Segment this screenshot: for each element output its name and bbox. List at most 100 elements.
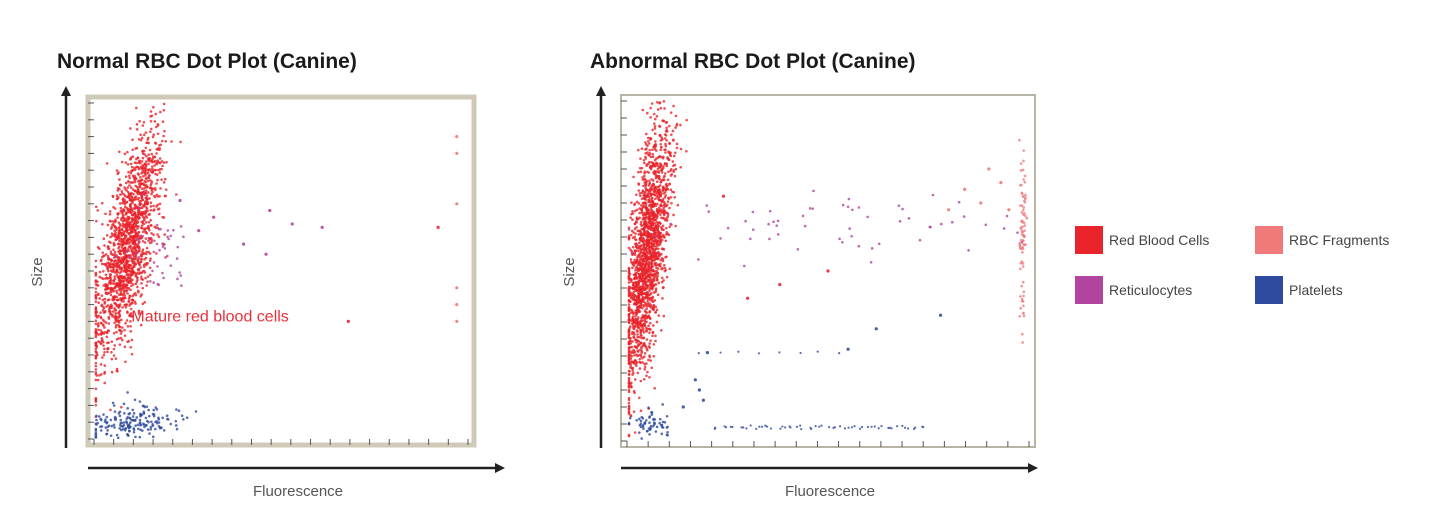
- data-point: [103, 300, 107, 304]
- data-point: [651, 334, 654, 338]
- data-point: [632, 322, 635, 325]
- data-point: [662, 188, 666, 191]
- data-point: [647, 345, 651, 348]
- data-point: [662, 119, 666, 123]
- data-point: [721, 194, 726, 198]
- data-point: [112, 354, 116, 357]
- data-point: [455, 135, 459, 139]
- data-point: [653, 158, 657, 162]
- data-point: [165, 414, 169, 418]
- data-point: [659, 180, 663, 184]
- data-point: [94, 403, 98, 407]
- data-point: [1022, 234, 1026, 237]
- data-point: [129, 417, 132, 420]
- data-point: [149, 224, 153, 227]
- data-point: [638, 259, 642, 263]
- data-point: [631, 283, 635, 287]
- data-point: [139, 133, 142, 137]
- data-point: [627, 276, 631, 280]
- data-point: [147, 153, 151, 156]
- data-point: [653, 283, 656, 287]
- data-point: [136, 172, 140, 175]
- data-point: [133, 242, 137, 246]
- data-point: [94, 322, 98, 326]
- data-point: [122, 269, 126, 273]
- data-point: [141, 192, 145, 196]
- data-point: [649, 254, 653, 258]
- data-point: [117, 337, 121, 340]
- data-point: [641, 241, 645, 244]
- data-point: [661, 224, 665, 228]
- data-point: [112, 263, 115, 267]
- data-point: [109, 273, 113, 277]
- data-point: [139, 260, 143, 264]
- data-point: [745, 427, 748, 430]
- data-point: [148, 212, 152, 216]
- data-point: [639, 204, 643, 207]
- y-axis-label: Size: [561, 257, 578, 286]
- data-point: [151, 412, 155, 416]
- data-point: [141, 152, 145, 155]
- data-point: [668, 142, 671, 145]
- data-point: [642, 271, 646, 275]
- data-point: [113, 282, 116, 286]
- data-point: [654, 430, 658, 433]
- data-point: [123, 152, 127, 156]
- data-point: [141, 215, 145, 219]
- data-point: [653, 127, 657, 130]
- data-point: [126, 292, 129, 295]
- data-point: [154, 172, 157, 176]
- data-point: [116, 236, 120, 240]
- annotation-label: Mature red blood cells: [131, 308, 288, 325]
- data-point: [640, 208, 644, 212]
- data-point: [167, 237, 171, 241]
- data-point: [668, 153, 672, 157]
- data-point: [129, 157, 132, 161]
- data-point: [99, 329, 102, 332]
- data-point: [146, 197, 149, 201]
- data-point: [134, 282, 138, 286]
- data-point: [102, 344, 105, 347]
- data-point: [109, 418, 113, 422]
- data-point: [130, 312, 133, 315]
- data-point: [662, 279, 665, 282]
- data-point: [114, 238, 118, 241]
- data-point: [666, 178, 670, 182]
- data-point: [137, 161, 140, 165]
- data-point: [127, 237, 130, 241]
- data-point: [647, 358, 650, 362]
- data-point: [110, 424, 114, 428]
- data-point: [144, 221, 148, 224]
- data-point: [148, 156, 152, 160]
- data-point: [668, 267, 672, 271]
- data-point: [130, 266, 134, 270]
- data-point: [651, 164, 655, 168]
- data-point: [638, 211, 641, 215]
- data-point: [147, 408, 150, 412]
- data-point: [663, 107, 666, 110]
- data-point: [100, 255, 104, 259]
- data-point: [146, 224, 150, 228]
- data-point: [675, 122, 679, 126]
- data-point: [125, 420, 128, 423]
- data-point: [163, 247, 167, 250]
- data-point: [646, 136, 650, 140]
- data-point: [151, 435, 155, 439]
- data-point: [638, 166, 642, 170]
- data-point: [174, 419, 178, 423]
- data-point: [636, 307, 640, 310]
- data-point: [117, 242, 120, 245]
- data-point: [125, 273, 129, 276]
- data-point: [106, 304, 110, 307]
- data-point: [111, 401, 115, 405]
- legend-item-reticulocytes: Reticulocytes: [1075, 276, 1192, 304]
- data-point: [639, 239, 642, 243]
- data-point: [646, 300, 649, 303]
- data-point: [654, 311, 657, 314]
- data-point: [126, 391, 129, 394]
- data-point: [134, 255, 138, 259]
- data-point: [646, 348, 649, 352]
- data-point: [102, 306, 106, 310]
- data-point: [95, 219, 98, 223]
